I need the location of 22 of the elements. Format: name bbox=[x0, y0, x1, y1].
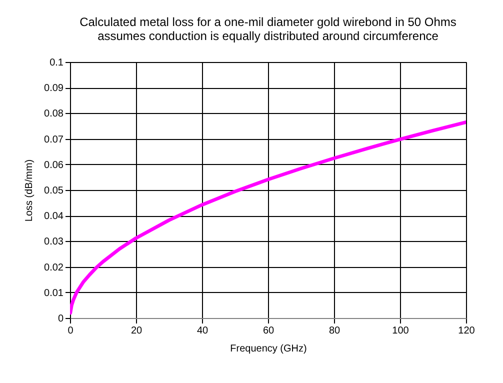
y-tick-label: 0.01 bbox=[44, 288, 64, 299]
y-tick-label: 0.07 bbox=[44, 134, 64, 146]
y-tick-label: 0 bbox=[58, 314, 64, 324]
x-tick-label: 80 bbox=[328, 326, 340, 336]
x-tick-label: 60 bbox=[262, 326, 274, 336]
x-tick-label: 40 bbox=[196, 326, 208, 336]
y-tick-label: 0.09 bbox=[44, 83, 64, 94]
chart-subtitle: assumes conduction is equally distributed around circumference bbox=[98, 29, 439, 43]
y-tick-label: 0.03 bbox=[44, 236, 64, 248]
y-axis-title: Loss (dB/mm) bbox=[24, 159, 36, 222]
y-tick-label: 0.1 bbox=[50, 58, 64, 68]
y-tick-label: 0.04 bbox=[44, 211, 64, 222]
x-tick-label: 0 bbox=[68, 326, 74, 336]
y-tick-label: 0.02 bbox=[44, 262, 64, 274]
y-tick-label: 0.05 bbox=[44, 186, 64, 196]
x-tick-label: 120 bbox=[458, 326, 476, 336]
x-tick-label: 100 bbox=[392, 326, 410, 336]
x-tick-label: 20 bbox=[130, 326, 142, 336]
x-axis-title: Frequency (GHz) bbox=[230, 344, 307, 354]
chart-title: Calculated metal loss for a one-mil diameter gold wirebond in 50 Ohms bbox=[80, 15, 456, 29]
y-tick-label: 0.06 bbox=[44, 160, 64, 171]
y-tick-label: 0.08 bbox=[44, 108, 64, 120]
